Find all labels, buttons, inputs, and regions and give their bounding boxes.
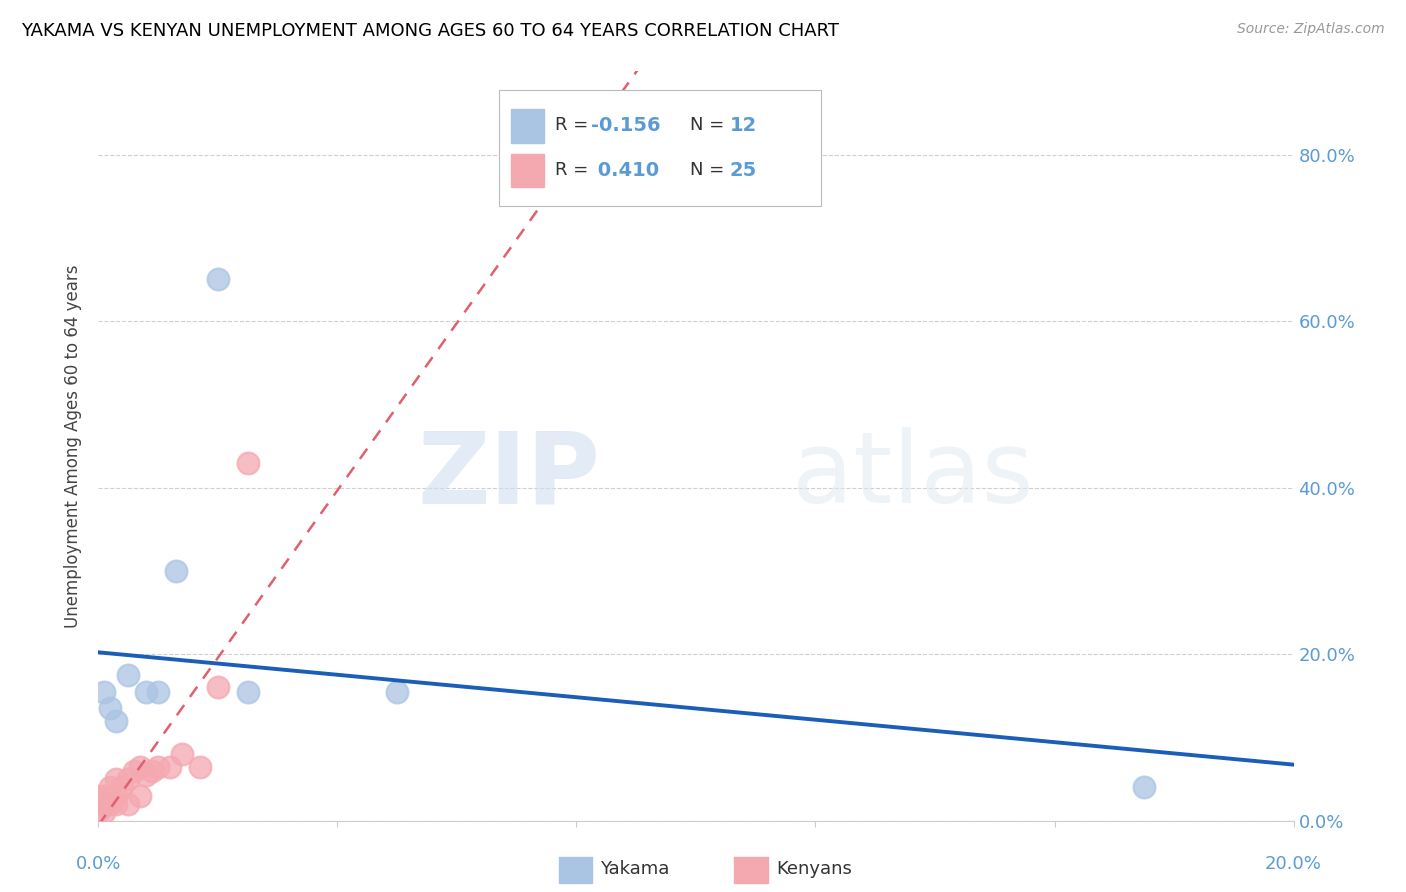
Text: 0.0%: 0.0% [76,855,121,873]
FancyBboxPatch shape [558,857,592,883]
Text: Source: ZipAtlas.com: Source: ZipAtlas.com [1237,22,1385,37]
Point [236,684,259,698]
Point [93,805,115,820]
Point [385,684,409,698]
FancyBboxPatch shape [499,90,821,206]
Point [124,764,146,778]
Point [93,797,115,811]
Point [111,780,134,795]
Point [172,747,194,761]
Point [93,797,115,811]
Point [1133,780,1156,795]
Point [117,668,139,682]
Point [236,456,259,470]
Point [105,714,128,728]
Point [87,805,110,820]
Point [87,797,110,811]
Text: N =: N = [690,161,730,179]
Point [105,789,128,803]
Text: Kenyans: Kenyans [776,861,852,879]
Text: YAKAMA VS KENYAN UNEMPLOYMENT AMONG AGES 60 TO 64 YEARS CORRELATION CHART: YAKAMA VS KENYAN UNEMPLOYMENT AMONG AGES… [21,22,839,40]
Point [117,797,139,811]
Text: R =: R = [555,161,593,179]
Point [98,797,122,811]
Point [117,772,139,786]
Point [188,759,211,773]
Text: 12: 12 [730,116,756,135]
Text: -0.156: -0.156 [591,116,661,135]
Text: Yakama: Yakama [600,861,669,879]
Point [105,772,128,786]
Point [148,759,170,773]
Point [141,764,163,778]
Point [93,789,115,803]
Text: ZIP: ZIP [418,427,600,524]
Text: N =: N = [690,116,730,135]
Point [135,684,157,698]
Point [148,684,170,698]
FancyBboxPatch shape [510,153,544,187]
Text: 0.410: 0.410 [591,161,659,180]
Point [98,780,122,795]
Text: 25: 25 [730,161,756,180]
Point [105,797,128,811]
Point [129,789,152,803]
Text: R =: R = [555,116,593,135]
Text: 20.0%: 20.0% [1265,855,1322,873]
Point [93,684,115,698]
Point [165,564,187,578]
Point [159,759,181,773]
Text: atlas: atlas [792,427,1033,524]
Y-axis label: Unemployment Among Ages 60 to 64 years: Unemployment Among Ages 60 to 64 years [65,264,83,628]
Point [207,681,229,695]
Point [98,701,122,715]
FancyBboxPatch shape [734,857,768,883]
Point [135,768,157,782]
Point [87,789,110,803]
Point [207,272,229,286]
FancyBboxPatch shape [510,109,544,143]
Point [129,759,152,773]
